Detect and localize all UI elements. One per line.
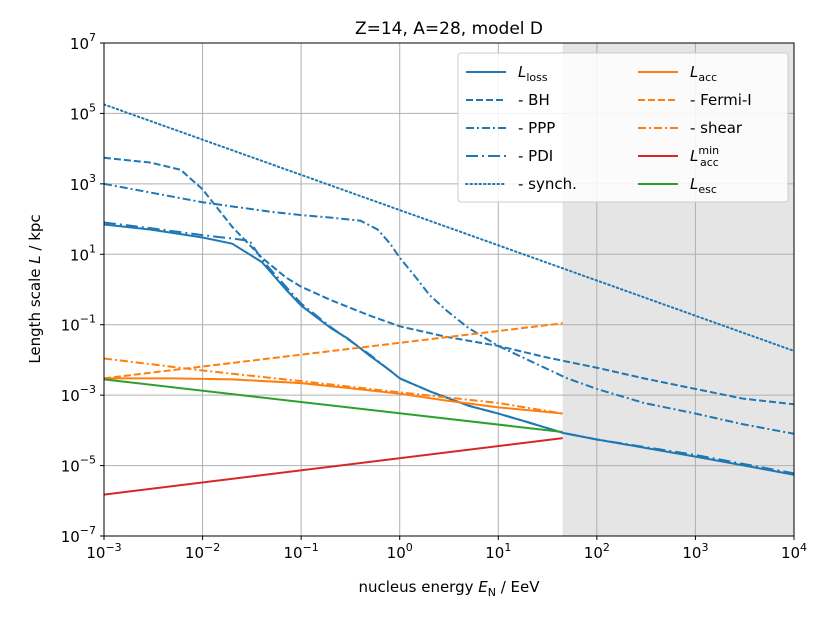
x-tick-exp: −2 [204, 541, 220, 554]
x-tick-exp: 0 [406, 541, 413, 554]
series-line-fermi [104, 322, 563, 380]
series-line-bh [104, 156, 794, 406]
y-label-var: L [26, 255, 44, 263]
legend-label-main: - PDI [518, 147, 553, 165]
y-tick-base: 10 [61, 387, 80, 405]
x-tick-exp: −3 [105, 541, 121, 554]
y-tick-label: 101 [70, 242, 96, 264]
y-tick-base: 10 [70, 176, 89, 194]
x-tick-exp: 3 [701, 541, 708, 554]
axes-frame [103, 42, 795, 537]
x-tick-label: 100 [387, 541, 413, 562]
series-group [104, 103, 794, 496]
y-tick-label: 10−3 [61, 383, 96, 405]
x-tick-label: 102 [584, 541, 610, 562]
series-line-pdi [104, 221, 794, 475]
legend-label-main: - shear [690, 119, 743, 137]
x-ticks: 10−3 10−2 10−1 100 101 102 103 104 [86, 536, 807, 562]
x-tick-label: 103 [682, 541, 708, 562]
legend-label-acc: Lacc [690, 63, 717, 84]
x-tick-exp: 2 [603, 541, 610, 554]
y-tick-label: 107 [70, 31, 96, 53]
y-tick-label: 103 [70, 172, 96, 194]
legend: Lloss - BH - PPP - PDI - synch. Lacc - Fe… [457, 52, 789, 203]
y-tick-exp: 5 [89, 101, 96, 114]
legend-label-main: L [518, 63, 526, 81]
legend-label-sub: esc [698, 183, 717, 196]
legend-label-shear: - shear [690, 119, 743, 137]
x-tick-base: 10 [485, 544, 504, 562]
series-line-synch [104, 103, 794, 352]
x-tick-label: 10−3 [86, 541, 121, 562]
legend-label-main: - BH [518, 91, 550, 109]
y-tick-base: 10 [70, 246, 89, 264]
y-tick-exp: −3 [80, 383, 96, 396]
legend-label-pdi: - PDI [518, 147, 553, 165]
x-tick-exp: −1 [303, 541, 319, 554]
x-tick-label: 10−2 [185, 541, 220, 562]
x-tick-base: 10 [387, 544, 406, 562]
legend-label-esc: Lesc [690, 175, 717, 196]
x-tick-base: 10 [682, 544, 701, 562]
y-tick-exp: −5 [80, 454, 96, 467]
y-tick-exp: 7 [89, 31, 96, 44]
legend-label-main: - PPP [518, 119, 555, 137]
x-tick-label: 104 [781, 541, 807, 562]
y-label-post: / kpc [26, 214, 44, 255]
legend-label-main: - synch. [518, 175, 577, 193]
chart-title: Z=14, A=28, model D [355, 19, 543, 39]
y-tick-exp: 3 [89, 172, 96, 185]
x-tick-exp: 4 [800, 541, 807, 554]
legend-label-fermi: - Fermi-I [690, 91, 752, 109]
legend-label-synch: - synch. [518, 175, 577, 193]
series-line-accmin [104, 437, 563, 496]
legend-label-sub: loss [526, 71, 548, 84]
series-line-esc [104, 378, 563, 433]
legend-label-accmin: Lmin acc [690, 144, 719, 169]
y-tick-label: 10−7 [61, 524, 96, 546]
legend-label-sub: acc [700, 156, 719, 169]
y-tick-exp: −1 [80, 313, 96, 326]
y-tick-base: 10 [61, 528, 80, 546]
x-tick-base: 10 [185, 544, 204, 562]
y-tick-label: 10−5 [61, 454, 96, 476]
y-tick-label: 10−1 [61, 313, 96, 335]
x-label-sub: N [488, 586, 496, 599]
y-tick-base: 10 [61, 317, 80, 335]
y-tick-base: 10 [61, 458, 80, 476]
y-label-pre: Length scale [26, 264, 44, 364]
x-axis-label: nucleus energy EN / EeV [358, 578, 540, 599]
x-label-post: / EeV [496, 578, 540, 596]
legend-label-sub: acc [698, 71, 717, 84]
x-label-pre: nucleus energy [358, 578, 478, 596]
legend-label-main: - Fermi-I [690, 91, 752, 109]
legend-label-main: L [690, 175, 698, 193]
y-axis-label: Length scale L / kpc [26, 214, 44, 363]
y-tick-base: 10 [70, 35, 89, 53]
x-tick-base: 10 [283, 544, 302, 562]
x-tick-base: 10 [584, 544, 603, 562]
legend-label-sup: min [698, 144, 719, 157]
x-tick-base: 10 [781, 544, 800, 562]
legend-label-ppp: - PPP [518, 119, 555, 137]
legend-label-main: L [690, 63, 698, 81]
series-line-shear [104, 357, 563, 415]
x-tick-label: 10−1 [283, 541, 318, 562]
series-line-ppp [104, 182, 794, 435]
x-tick-base: 10 [86, 544, 105, 562]
y-tick-exp: −7 [80, 524, 96, 537]
x-tick-exp: 1 [504, 541, 511, 554]
series-line-acc [104, 377, 563, 415]
y-tick-base: 10 [70, 105, 89, 123]
legend-box [457, 52, 789, 203]
legend-label-bh: - BH [518, 91, 550, 109]
x-label-var: E [478, 578, 488, 596]
legend-label-main: L [690, 147, 698, 165]
y-tick-exp: 1 [89, 242, 96, 255]
legend-label-loss: Lloss [518, 63, 548, 84]
x-tick-label: 101 [485, 541, 511, 562]
y-tick-label: 105 [70, 101, 96, 123]
